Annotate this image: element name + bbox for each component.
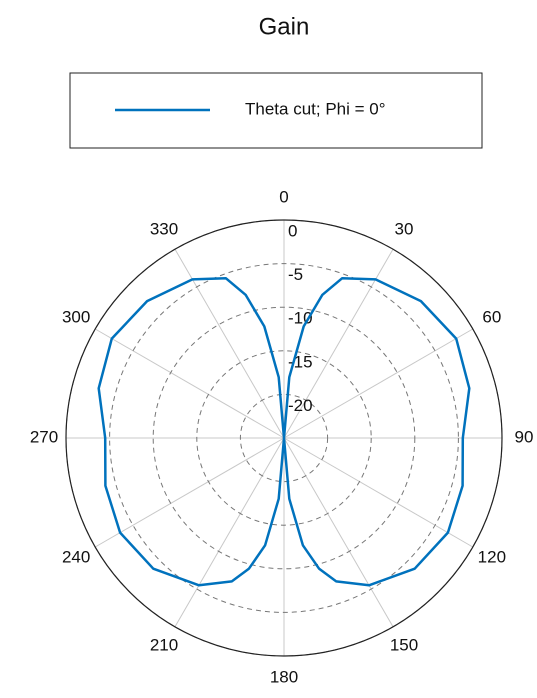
angle-tick-label: 90	[515, 427, 534, 446]
radial-grid-ring	[196, 350, 372, 526]
angle-tick-label: 330	[150, 220, 178, 239]
radial-grid-ring	[109, 263, 459, 613]
angle-tick-label: 120	[478, 547, 506, 566]
angle-grid-line	[283, 328, 474, 439]
angle-grid-line	[174, 248, 285, 439]
angle-grid-line	[174, 437, 285, 628]
angle-grid-line	[283, 437, 474, 548]
angle-tick-label: 270	[30, 427, 58, 446]
angle-tick-label: 0	[279, 187, 288, 206]
pattern-line	[97, 276, 471, 587]
angle-tick-label: 240	[62, 547, 90, 566]
angle-tick-label: 60	[482, 307, 501, 326]
angle-tick-label: 210	[150, 635, 178, 654]
angle-tick-label: 30	[395, 220, 414, 239]
radial-grid-ring	[152, 306, 416, 570]
angle-grid-line	[94, 328, 285, 439]
chart-title: Gain	[259, 13, 310, 40]
radial-tick-label: -20	[288, 396, 313, 415]
angle-tick-label: 300	[62, 307, 90, 326]
angle-grid-line	[94, 437, 285, 548]
angle-tick-label: 180	[270, 667, 298, 686]
angle-grid-line	[283, 248, 394, 439]
angle-tick-label: 150	[390, 635, 418, 654]
radial-tick-label: -5	[288, 265, 303, 284]
legend-label: Theta cut; Phi = 0°	[245, 99, 386, 118]
plot-border	[65, 219, 503, 657]
angle-grid-line	[283, 437, 394, 628]
radial-grid-ring	[239, 393, 329, 483]
radial-tick-label: 0	[288, 221, 297, 240]
